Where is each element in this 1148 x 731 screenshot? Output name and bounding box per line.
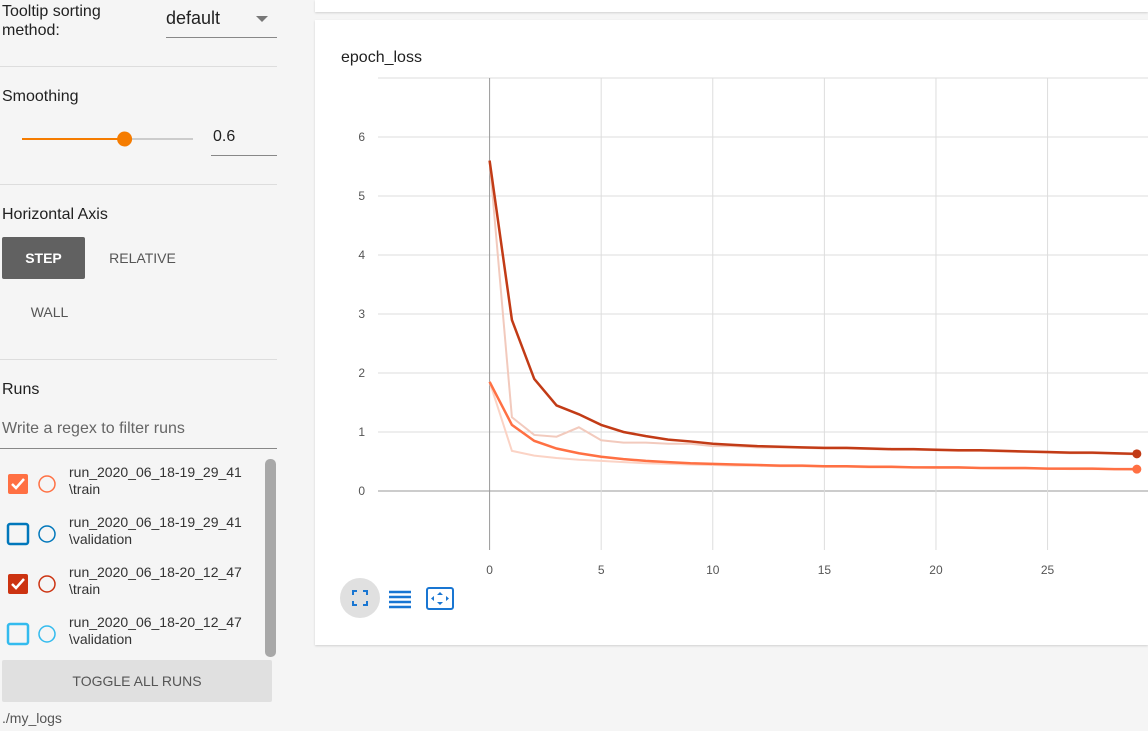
axis-option[interactable]: STEP bbox=[2, 237, 85, 279]
y-tick-label: 2 bbox=[358, 366, 365, 380]
y-tick-label: 1 bbox=[358, 425, 365, 439]
end-point bbox=[1132, 464, 1142, 474]
runs-label: Runs bbox=[2, 381, 40, 398]
x-tick-label: 5 bbox=[598, 563, 605, 577]
checkbox-box bbox=[6, 622, 30, 646]
chart-title: epoch_loss bbox=[341, 49, 422, 66]
series-line bbox=[488, 160, 1137, 456]
color-circle bbox=[38, 525, 56, 543]
run-split: \train bbox=[69, 481, 101, 497]
y-tick-label: 3 bbox=[358, 307, 365, 321]
tooltip-select[interactable]: default bbox=[166, 8, 277, 38]
run-checkbox[interactable] bbox=[6, 522, 30, 546]
series-line bbox=[488, 160, 1137, 456]
x-tick-label: 15 bbox=[818, 563, 832, 577]
slider-knob[interactable] bbox=[117, 131, 133, 147]
fullscreen-icon bbox=[352, 590, 368, 606]
tooltip-label: Tooltip sorting method: bbox=[2, 3, 101, 39]
run-split: \validation bbox=[69, 631, 133, 647]
fullscreen-button[interactable] bbox=[340, 578, 380, 618]
run-name: run_2020_06_18-19_29_41 bbox=[69, 464, 242, 480]
y-tick-label: 6 bbox=[358, 130, 365, 144]
tooltip-value: default bbox=[166, 8, 221, 28]
color-circle bbox=[38, 575, 56, 593]
x-tick-label: 20 bbox=[929, 563, 943, 577]
toggle-all-runs[interactable]: TOGGLE ALL RUNS bbox=[2, 660, 272, 702]
run-checkbox[interactable] bbox=[6, 622, 30, 646]
series-line bbox=[488, 381, 1137, 471]
chart-tools bbox=[340, 578, 454, 618]
divider bbox=[0, 359, 277, 360]
smoothing-input[interactable]: 0.6 bbox=[211, 128, 277, 156]
run-color[interactable] bbox=[37, 574, 57, 594]
dropdown-arrow bbox=[256, 16, 268, 22]
x-tick-label: 10 bbox=[706, 563, 720, 577]
fit-domain-button[interactable] bbox=[426, 587, 454, 610]
axis-option[interactable]: WALL bbox=[30, 304, 69, 320]
run-split: \train bbox=[69, 581, 101, 597]
run-color[interactable] bbox=[37, 474, 57, 494]
run-label: run_2020_06_18-19_29_41 \train bbox=[69, 464, 242, 498]
x-tick-label: 0 bbox=[486, 563, 493, 577]
slider[interactable] bbox=[20, 128, 196, 150]
run-label: run_2020_06_18-20_12_47 \train bbox=[69, 564, 242, 598]
color-circle bbox=[38, 475, 56, 493]
divider bbox=[0, 184, 277, 185]
run-checkbox[interactable] bbox=[6, 572, 30, 596]
run-name: run_2020_06_18-20_12_47 bbox=[69, 614, 242, 630]
run-label: run_2020_06_18-19_29_41 \validation bbox=[69, 514, 242, 548]
filter-placeholder: Write a regex to filter runs bbox=[2, 420, 185, 437]
card-top bbox=[315, 0, 1148, 12]
chart-card: epoch_loss 0 1 2 3 4 5 6 0 5 10 15 20 25 bbox=[315, 20, 1148, 645]
smoothing-label: Smoothing bbox=[2, 88, 79, 105]
smoothing-value: 0.6 bbox=[213, 128, 236, 145]
run-color[interactable] bbox=[37, 624, 57, 644]
run-label: run_2020_06_18-20_12_47 \validation bbox=[69, 614, 242, 648]
y-tick-label: 0 bbox=[358, 484, 365, 498]
color-circle bbox=[38, 625, 56, 643]
run-split: \validation bbox=[69, 531, 133, 547]
series-line bbox=[488, 381, 1137, 471]
chart: epoch_loss 0 1 2 3 4 5 6 0 5 10 15 20 25 bbox=[340, 49, 1148, 618]
run-name: run_2020_06_18-19_29_41 bbox=[69, 514, 242, 530]
run-checkbox[interactable] bbox=[6, 472, 30, 496]
x-tick-label: 25 bbox=[1041, 563, 1055, 577]
axis-option[interactable]: RELATIVE bbox=[109, 250, 176, 266]
axis-label: Horizontal Axis bbox=[2, 206, 108, 223]
log-dir: ./my_logs bbox=[2, 710, 62, 726]
checkbox-box bbox=[6, 522, 30, 546]
checkmark bbox=[11, 578, 25, 590]
scrollbar[interactable] bbox=[265, 459, 276, 657]
filter-input[interactable]: Write a regex to filter runs bbox=[0, 420, 277, 449]
y-tick-label: 5 bbox=[358, 189, 365, 203]
run-name: run_2020_06_18-20_12_47 bbox=[69, 564, 242, 580]
y-tick-label: 4 bbox=[358, 248, 365, 262]
checkmark bbox=[11, 478, 25, 490]
run-color[interactable] bbox=[37, 524, 57, 544]
end-point bbox=[1132, 449, 1142, 459]
divider bbox=[0, 66, 277, 67]
log-scale-button[interactable] bbox=[389, 590, 411, 609]
